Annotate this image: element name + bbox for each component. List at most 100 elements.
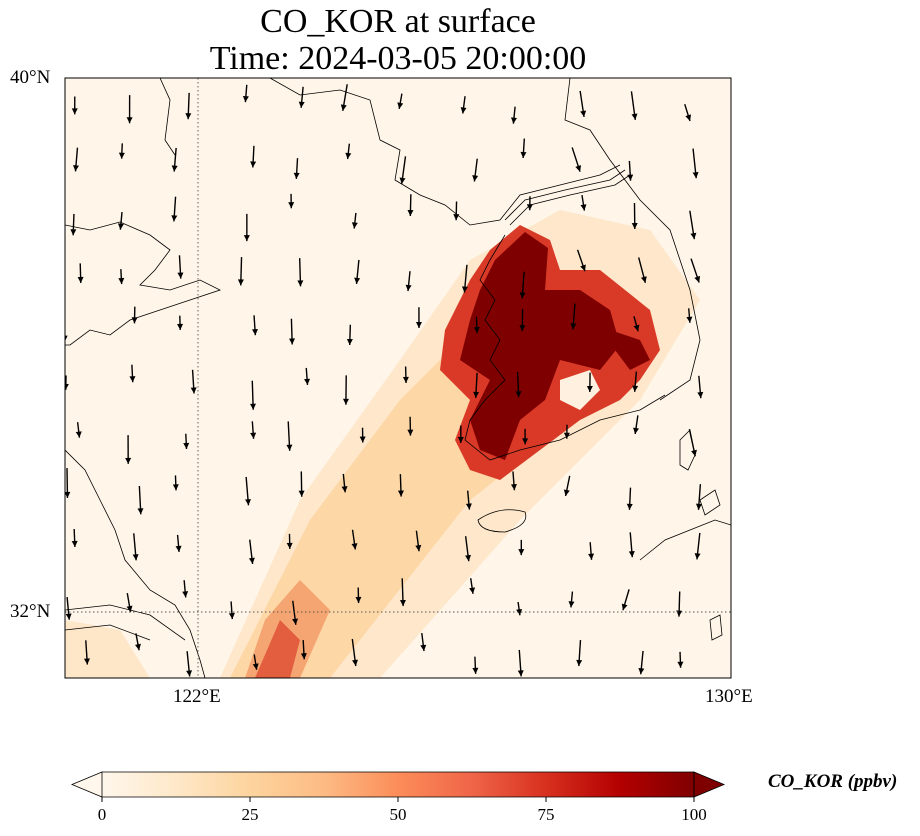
lon-label-130e: 130°E: [705, 686, 753, 707]
wind-arrow-head: [182, 591, 189, 598]
wind-arrow-head: [472, 175, 479, 182]
wind-arrow-head: [518, 549, 525, 556]
wind-arrow-head: [633, 427, 639, 435]
wind-arrow-head: [126, 117, 133, 124]
wind-arrow-head: [399, 599, 406, 607]
wind-arrow-head: [469, 587, 476, 594]
wind-arrow-head: [77, 276, 84, 284]
wind-arrow-head: [354, 277, 361, 284]
wind-arrow-head: [563, 489, 570, 496]
wind-arrow-head: [345, 152, 352, 160]
wind-arrow-head: [75, 431, 82, 438]
wind-arrow-head: [415, 544, 422, 552]
colorbar-extend-min: [70, 771, 103, 798]
wind-arrow-head: [397, 102, 404, 109]
wind-arrow-head: [251, 329, 258, 336]
wind-arrow-head: [228, 612, 235, 620]
colorbar-tick-50: 50: [389, 805, 407, 824]
wind-arrow-head: [626, 503, 633, 510]
wind-arrow-head: [65, 383, 69, 390]
wind-arrow-head: [402, 376, 409, 383]
wind-arrow-head: [685, 114, 692, 121]
wind-vectors: [65, 84, 704, 677]
wind-arrow-head: [172, 484, 179, 491]
wind-arrow-head: [640, 276, 647, 283]
wind-arrow-head: [516, 608, 523, 616]
wind-arrow-head: [126, 605, 133, 613]
wind-arrow-head: [420, 644, 427, 652]
wind-arrow-head: [65, 335, 68, 342]
wind-arrow-head: [83, 658, 90, 665]
map-title-line-1: CO_KOR at surface: [260, 3, 536, 40]
wind-arrow-head: [129, 376, 136, 383]
wind-arrow-head: [137, 508, 144, 515]
wind-arrow-head: [183, 442, 190, 449]
wind-arrow-head: [694, 275, 701, 283]
wind-arrow-head: [132, 554, 139, 561]
wind-arrow-head: [293, 172, 300, 179]
wind-arrow-head: [297, 280, 304, 287]
wind-arrow-head: [171, 165, 178, 172]
map-title-line-2: Time: 2024-03-05 20:00:00: [209, 40, 587, 77]
colorbar-tick-0: 0: [97, 805, 107, 824]
wind-arrow-head: [627, 174, 634, 181]
wind-arrow-head: [576, 659, 583, 667]
wind-arrow-head: [632, 385, 639, 392]
wind-arrow-head: [244, 499, 251, 506]
wind-arrow-head: [465, 503, 472, 510]
lat-label-40n: 40°N: [10, 67, 51, 88]
wind-arrow-head: [288, 202, 295, 209]
wind-arrow-head: [563, 432, 570, 439]
wind-arrow-head: [457, 436, 464, 443]
wind-arrow-head: [399, 177, 406, 184]
wind-arrow-head: [677, 661, 684, 668]
wind-arrow-head: [460, 107, 467, 114]
wind-arrow-head: [520, 151, 527, 159]
wind-arrow-head: [351, 222, 358, 229]
wind-arrow-head: [351, 543, 358, 550]
wind-arrow-head: [298, 101, 305, 108]
wind-arrow-head: [125, 457, 132, 464]
map-frame: [64, 77, 732, 679]
wind-arrow-head: [580, 264, 586, 272]
wind-arrow-head: [71, 108, 78, 115]
wind-arrow-head: [638, 668, 645, 675]
wind-arrow-head: [405, 284, 412, 292]
wind-arrow-head: [397, 490, 404, 497]
wind-arrow-head: [407, 209, 414, 217]
wind-arrow-head: [346, 338, 353, 346]
wind-arrow-head: [250, 403, 257, 410]
colorbar-gradient: [102, 772, 694, 797]
wind-arrow-head: [135, 643, 141, 651]
wind-arrow-head: [686, 316, 693, 323]
wind-arrow-head: [631, 223, 638, 230]
wind-arrow-head: [580, 110, 587, 117]
wind-arrow-head: [72, 165, 79, 172]
wind-arrow-head: [341, 486, 348, 493]
wind-arrow-head: [519, 325, 526, 332]
wind-arrow-head: [286, 542, 293, 549]
wind-arrow-head: [586, 385, 593, 392]
wind-arrow-head: [186, 670, 193, 677]
lat-label-32n: 32°N: [10, 601, 51, 622]
colorbar-tick-100: 100: [681, 805, 707, 824]
wind-arrow-head: [697, 391, 704, 399]
wind-arrow-head: [568, 601, 575, 608]
wind-arrow-head: [621, 603, 628, 611]
wind-arrow-head: [407, 429, 414, 436]
wind-arrow-head: [289, 338, 296, 345]
wind-arrow-head: [70, 229, 77, 236]
wind-arrow-head: [131, 317, 138, 324]
wind-arrow-head: [517, 670, 524, 677]
wind-arrow-head: [71, 540, 78, 547]
wind-arrow-head: [570, 323, 577, 330]
wind-arrow-head: [510, 117, 517, 124]
wind-arrow-head: [588, 553, 595, 560]
wind-arrow-head: [190, 387, 197, 394]
wind-arrow-head: [522, 438, 529, 445]
colorbar-tick-75: 75: [537, 805, 555, 824]
wind-arrow-head: [631, 113, 638, 120]
wind-arrow-head: [185, 113, 192, 120]
wind-arrow-head: [355, 596, 362, 603]
